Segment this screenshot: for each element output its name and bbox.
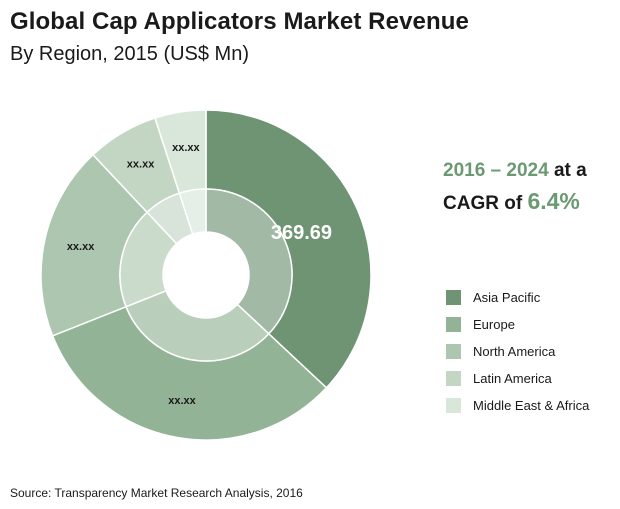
donut-hole: [163, 232, 249, 318]
cagr-years: 2016 – 2024: [443, 160, 549, 181]
data-label-europe: xx.xx: [168, 395, 196, 407]
legend-item-north-america: North America: [446, 338, 589, 364]
data-label-north-america: xx.xx: [67, 241, 95, 253]
legend-label: Middle East & Africa: [473, 397, 590, 413]
legend-swatch: [446, 316, 461, 332]
source-note: Source: Transparency Market Research Ana…: [10, 486, 303, 500]
cagr-callout: 2016 – 2024 at a CAGR of 6.4%: [443, 156, 587, 219]
data-label-middle-east-africa: xx.xx: [172, 142, 200, 154]
legend: Asia Pacific Europe North America Latin …: [446, 284, 589, 419]
legend-swatch: [446, 343, 461, 359]
legend-item-europe: Europe: [446, 311, 589, 337]
legend-label: Asia Pacific: [473, 289, 541, 305]
legend-swatch: [446, 370, 461, 386]
legend-swatch: [446, 397, 461, 413]
cagr-at-a: at a: [548, 160, 587, 181]
legend-swatch: [446, 289, 461, 305]
legend-label: North America: [473, 343, 556, 359]
legend-label: Europe: [473, 316, 515, 332]
legend-item-asia-pacific: Asia Pacific: [446, 284, 589, 310]
data-label-latin-america: xx.xx: [127, 158, 155, 170]
legend-label: Latin America: [473, 370, 552, 386]
data-label-asia-pacific: 369.69: [271, 222, 332, 244]
legend-item-middle-east-africa: Middle East & Africa: [446, 392, 589, 418]
chart-title: Global Cap Applicators Market Revenue: [10, 8, 469, 35]
cagr-value: 6.4%: [527, 188, 580, 214]
chart-subtitle: By Region, 2015 (US$ Mn): [10, 43, 250, 65]
cagr-of-label: CAGR of: [443, 193, 528, 214]
donut-chart: 369.69 xx.xx xx.xx xx.xx xx.xx: [40, 109, 372, 441]
legend-item-latin-america: Latin America: [446, 365, 589, 391]
